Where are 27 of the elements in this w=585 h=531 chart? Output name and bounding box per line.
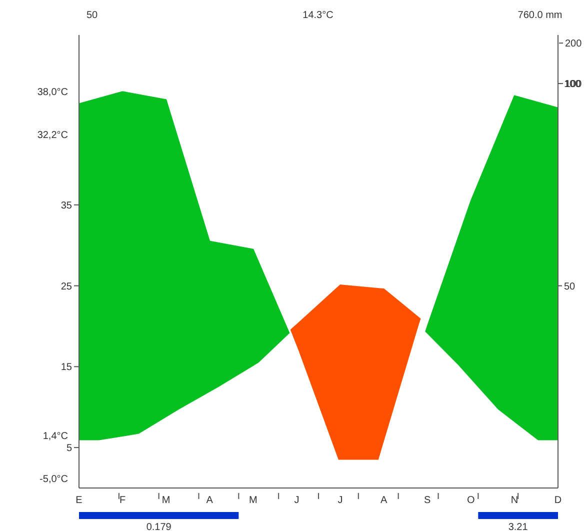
x-tick-label: A xyxy=(206,495,214,506)
x-tick-label: J xyxy=(294,495,300,506)
x-tick-label: A xyxy=(380,495,388,506)
text: 3.21 xyxy=(508,522,528,531)
y-tick-label: 35 xyxy=(60,200,72,212)
x-tick-label: O xyxy=(467,495,476,506)
text: 14.3°C xyxy=(302,10,334,21)
x-tick-label: S xyxy=(424,495,432,506)
x-tick-label: F xyxy=(119,495,126,506)
text: 760.0 mm xyxy=(518,10,562,21)
y2-tick-label: 50 xyxy=(564,281,576,292)
x-tick-label: M xyxy=(249,495,258,506)
text: 50 xyxy=(86,10,98,21)
y-tick-label: 5 xyxy=(66,443,72,454)
x-tick-label: M xyxy=(162,495,170,506)
y-tick-label: 25 xyxy=(60,281,72,292)
text: 0.179 xyxy=(146,522,172,531)
text: 32,2°C xyxy=(37,130,68,141)
text: -5,0°C xyxy=(40,474,68,485)
text: 38,0°C xyxy=(37,87,68,98)
text: 1,4°C xyxy=(42,431,68,442)
x-tick-label: N xyxy=(510,495,518,506)
y-tick-label: 15 xyxy=(60,362,72,374)
x-tick-label: D xyxy=(554,495,562,506)
x-tick-label: J xyxy=(338,495,343,506)
y3-tick-label: 200 xyxy=(565,38,582,50)
x-tick-label: E xyxy=(76,495,83,506)
